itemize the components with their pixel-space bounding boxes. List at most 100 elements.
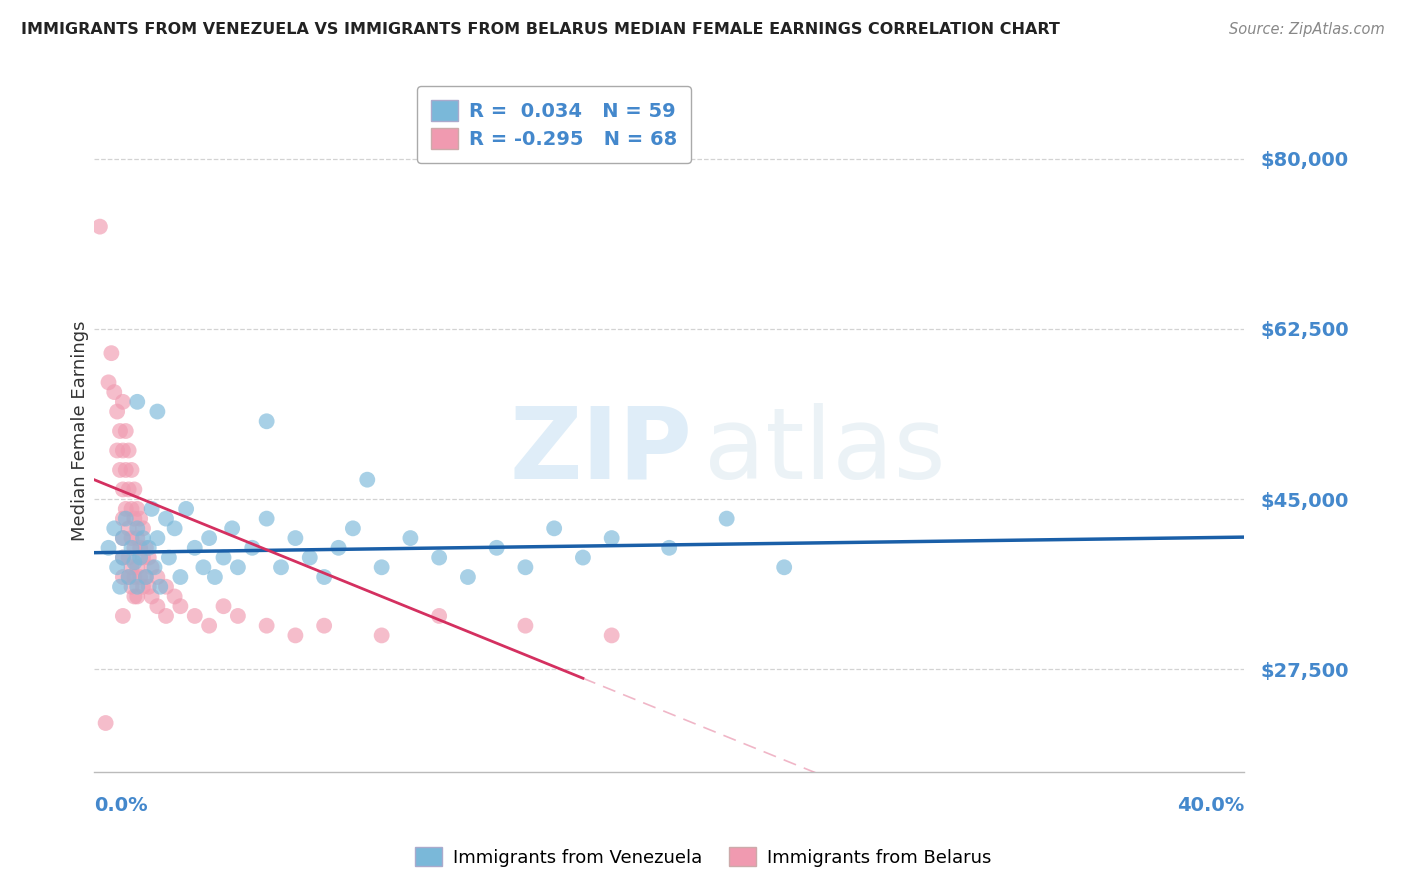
Point [138, 550, 160, 565]
Point [221, 521, 243, 535]
Point [132, 580, 155, 594]
Point [105, 443, 128, 458]
Point [427, 609, 450, 624]
Point [138, 580, 160, 594]
Point [97, 376, 120, 390]
Point [114, 511, 136, 525]
Point [111, 609, 134, 624]
Text: ZIP: ZIP [509, 403, 692, 500]
Point [132, 550, 155, 565]
Point [135, 541, 157, 555]
Point [111, 531, 134, 545]
Point [127, 531, 149, 545]
Point [124, 541, 146, 555]
Point [121, 531, 143, 545]
Point [515, 618, 537, 632]
Point [121, 580, 143, 594]
Point [270, 560, 292, 574]
Point [129, 511, 152, 525]
Point [155, 609, 177, 624]
Point [105, 560, 128, 574]
Point [256, 414, 278, 428]
Point [328, 541, 350, 555]
Point [198, 531, 221, 545]
Point [129, 570, 152, 584]
Point [124, 483, 146, 497]
Point [121, 560, 143, 574]
Point [146, 570, 169, 584]
Point [89, 219, 111, 234]
Point [121, 501, 143, 516]
Point [163, 590, 186, 604]
Point [114, 463, 136, 477]
Point [114, 501, 136, 516]
Point [103, 521, 125, 535]
Point [132, 521, 155, 535]
Point [184, 609, 207, 624]
Point [124, 590, 146, 604]
Point [600, 531, 623, 545]
Point [108, 463, 131, 477]
Point [127, 501, 149, 516]
Point [163, 521, 186, 535]
Point [111, 443, 134, 458]
Point [111, 531, 134, 545]
Point [141, 560, 163, 574]
Point [184, 541, 207, 555]
Point [111, 550, 134, 565]
Point [284, 628, 307, 642]
Point [129, 541, 152, 555]
Point [226, 609, 249, 624]
Point [658, 541, 681, 555]
Point [127, 521, 149, 535]
Point [212, 599, 235, 614]
Point [193, 560, 215, 574]
Point [600, 628, 623, 642]
Point [100, 346, 122, 360]
Text: atlas: atlas [703, 403, 945, 500]
Point [129, 550, 152, 565]
Point [138, 541, 160, 555]
Point [399, 531, 422, 545]
Point [155, 580, 177, 594]
Point [716, 511, 738, 525]
Point [132, 531, 155, 545]
Point [146, 404, 169, 418]
Point [111, 394, 134, 409]
Point [256, 618, 278, 632]
Point [121, 541, 143, 555]
Point [204, 570, 226, 584]
Point [773, 560, 796, 574]
Point [117, 570, 139, 584]
Point [572, 550, 595, 565]
Point [111, 570, 134, 584]
Point [141, 590, 163, 604]
Point [108, 580, 131, 594]
Point [370, 560, 392, 574]
Point [157, 550, 180, 565]
Point [485, 541, 508, 555]
Point [111, 550, 134, 565]
Point [135, 570, 157, 584]
Point [111, 511, 134, 525]
Text: IMMIGRANTS FROM VENEZUELA VS IMMIGRANTS FROM BELARUS MEDIAN FEMALE EARNINGS CORR: IMMIGRANTS FROM VENEZUELA VS IMMIGRANTS … [21, 22, 1060, 37]
Point [103, 385, 125, 400]
Point [127, 590, 149, 604]
Point [240, 541, 263, 555]
Point [342, 521, 364, 535]
Point [117, 570, 139, 584]
Point [226, 560, 249, 574]
Point [515, 560, 537, 574]
Point [256, 511, 278, 525]
Point [457, 570, 479, 584]
Point [169, 570, 191, 584]
Point [127, 580, 149, 594]
Point [146, 531, 169, 545]
Point [198, 618, 221, 632]
Point [124, 570, 146, 584]
Point [94, 716, 117, 731]
Point [108, 424, 131, 438]
Legend: Immigrants from Venezuela, Immigrants from Belarus: Immigrants from Venezuela, Immigrants fr… [408, 840, 998, 874]
Point [135, 570, 157, 584]
Point [155, 511, 177, 525]
